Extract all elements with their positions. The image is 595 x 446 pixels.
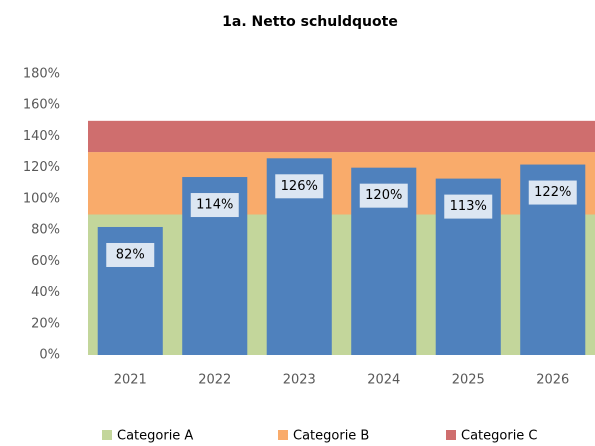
value-label: 122% <box>534 185 571 200</box>
x-tick-label: 2022 <box>198 373 231 388</box>
y-tick-label: 100% <box>23 191 60 206</box>
value-label: 113% <box>450 199 487 214</box>
y-tick-label: 120% <box>23 160 60 175</box>
legend-swatch <box>102 430 112 440</box>
value-label-box <box>275 174 324 199</box>
x-tick-label: 2023 <box>283 373 316 388</box>
band <box>88 152 595 215</box>
value-label-box <box>190 193 239 218</box>
value-label-box <box>359 183 408 208</box>
chart-title: 1a. Netto schuldquote <box>222 14 398 30</box>
y-tick-label: 40% <box>31 285 60 300</box>
legend-label: Categorie B <box>293 429 369 444</box>
legend-swatch <box>278 430 288 440</box>
x-tick-label: 2026 <box>536 373 569 388</box>
y-tick-label: 20% <box>31 316 60 331</box>
y-tick-label: 60% <box>31 254 60 269</box>
value-label: 114% <box>196 198 233 213</box>
value-label-box <box>528 180 577 205</box>
band <box>88 120 595 153</box>
y-tick-label: 140% <box>23 129 60 144</box>
legend-label: Categorie A <box>117 429 193 444</box>
legend-swatch <box>446 430 456 440</box>
band <box>88 214 595 355</box>
x-tick-label: 2021 <box>114 373 147 388</box>
x-tick-label: 2025 <box>452 373 485 388</box>
value-label: 126% <box>281 179 318 194</box>
y-tick-label: 180% <box>23 67 60 82</box>
value-label: 120% <box>365 188 402 203</box>
value-label-box <box>444 194 493 219</box>
value-label-box <box>106 242 155 267</box>
legend-label: Categorie C <box>461 429 538 444</box>
value-label: 82% <box>116 247 145 262</box>
y-tick-label: 160% <box>23 98 60 113</box>
y-tick-label: 0% <box>39 348 60 363</box>
y-tick-label: 80% <box>31 223 60 238</box>
x-tick-label: 2024 <box>367 373 400 388</box>
